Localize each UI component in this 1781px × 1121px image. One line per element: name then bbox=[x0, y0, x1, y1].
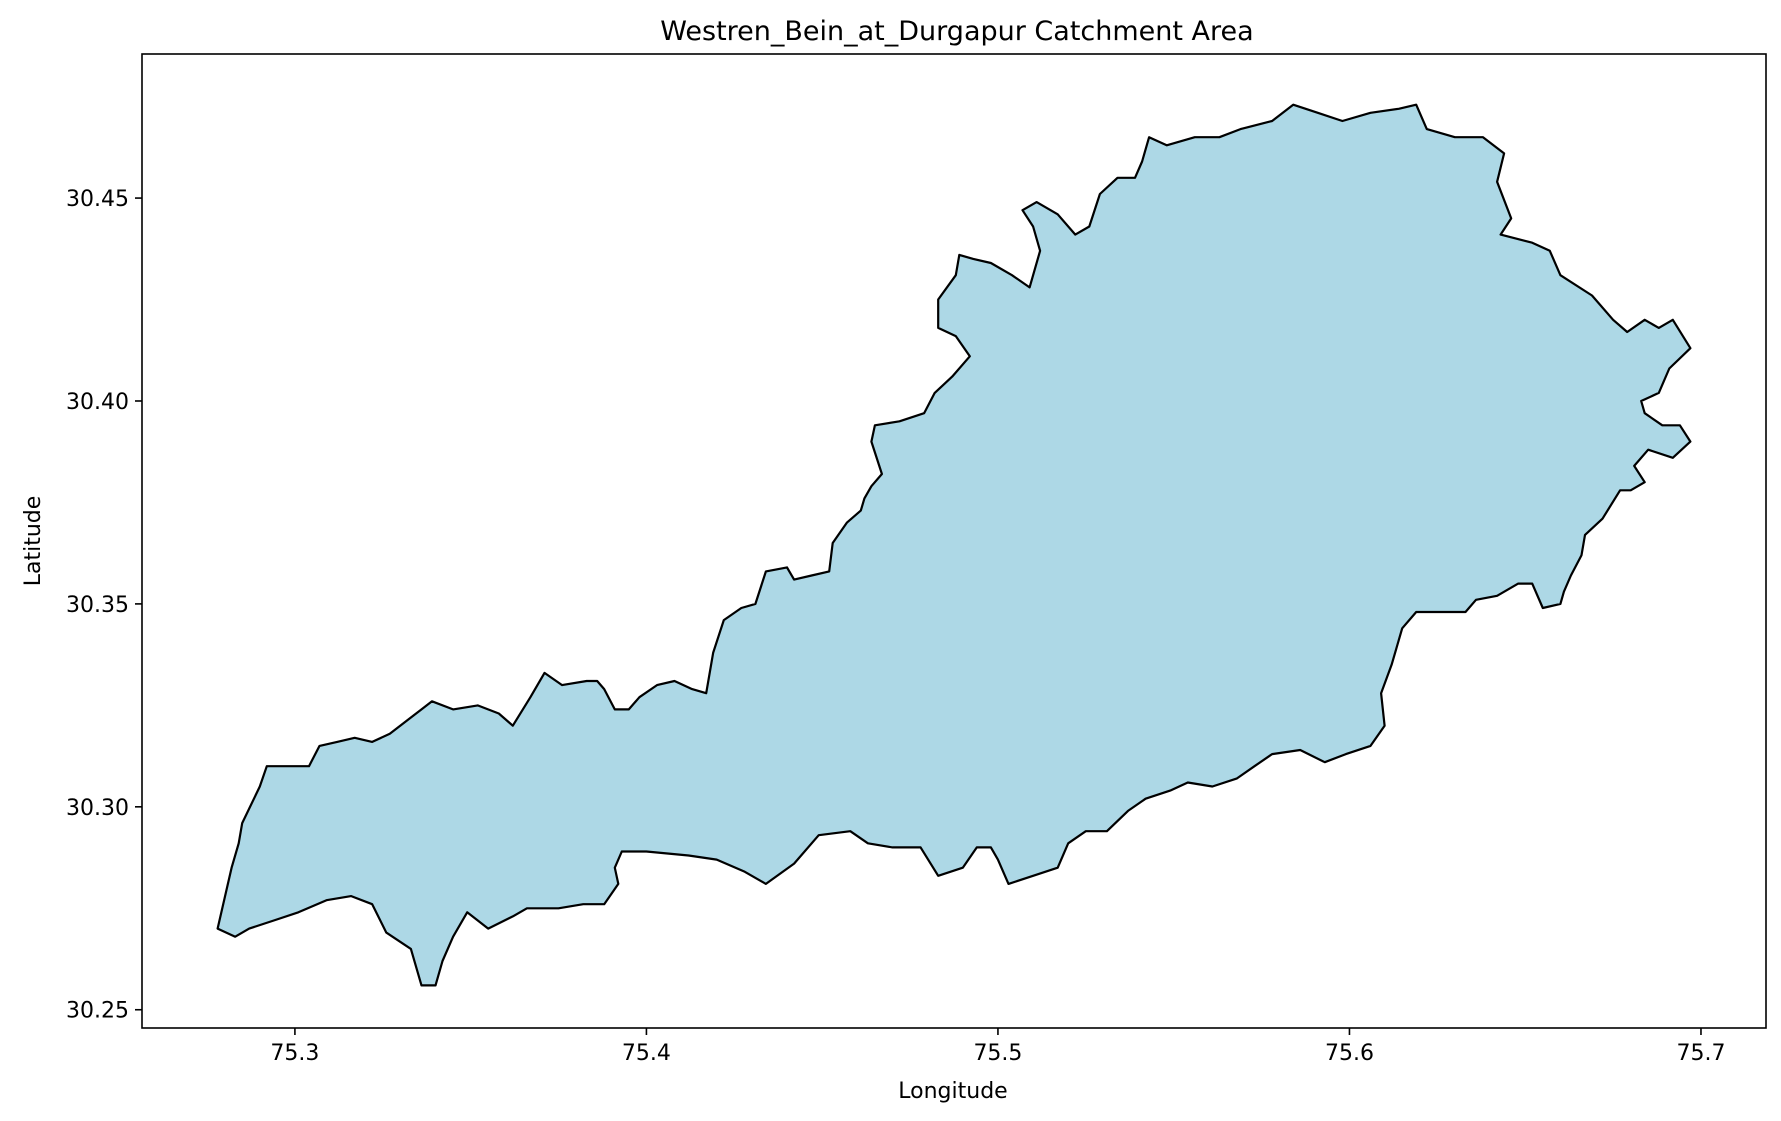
x-tick-label: 75.6 bbox=[1325, 1041, 1374, 1066]
y-tick-label: 30.45 bbox=[66, 187, 129, 212]
y-axis-label: Latitude bbox=[21, 496, 46, 587]
y-tick-label: 30.35 bbox=[66, 593, 129, 618]
y-tick-label: 30.25 bbox=[66, 999, 129, 1024]
catchment-area-polygon bbox=[216, 103, 1692, 987]
plot-frame bbox=[141, 53, 1767, 1029]
y-tick-label: 30.30 bbox=[66, 796, 129, 821]
plot-area bbox=[141, 53, 1767, 1029]
x-axis-label: Longitude bbox=[898, 1079, 1007, 1104]
x-tick-label: 75.3 bbox=[270, 1041, 319, 1066]
x-tick-label: 75.7 bbox=[1676, 1041, 1725, 1066]
y-axis: 30.25 30.30 30.35 30.40 30.45 bbox=[66, 187, 142, 1024]
x-tick-label: 75.5 bbox=[973, 1041, 1022, 1066]
y-tick-label: 30.40 bbox=[66, 390, 129, 415]
x-tick-label: 75.4 bbox=[622, 1041, 671, 1066]
map-title: Westren_Bein_at_Durgapur Catchment Area bbox=[660, 16, 1253, 47]
x-axis: 75.3 75.4 75.5 75.6 75.7 bbox=[270, 1028, 1725, 1066]
